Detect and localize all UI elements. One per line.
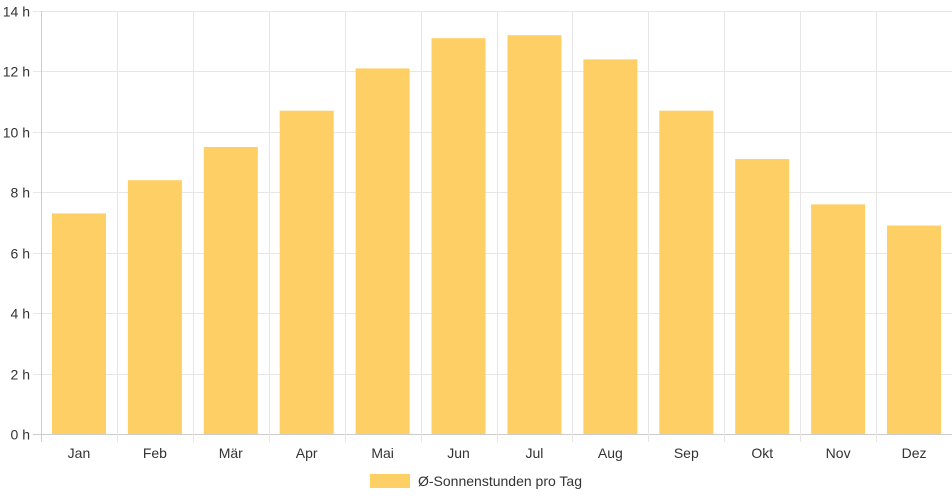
bar [203, 146, 258, 434]
bar [279, 110, 334, 434]
x-tick-label: Dez [902, 445, 927, 461]
y-tick-label: 8 h [11, 185, 30, 201]
bar [887, 225, 942, 434]
x-tick-label: Mai [371, 445, 394, 461]
bar [355, 68, 410, 435]
y-tick-label: 4 h [11, 306, 30, 322]
bar [811, 204, 866, 434]
bar [735, 159, 790, 435]
y-tick-label: 2 h [11, 367, 30, 383]
legend[interactable]: Ø-Sonnenstunden pro Tag [370, 473, 582, 489]
bar [51, 213, 106, 434]
axes: 0 h 2 h 4 h 6 h 8 h 10 h 12 h 14 h Jan Feb Mär Apr M… [3, 4, 927, 462]
x-tick-label: Sep [674, 445, 699, 461]
y-tick-label: 0 h [11, 427, 30, 443]
x-tick-label: Mär [219, 445, 243, 461]
bar [583, 59, 638, 434]
legend-swatch [370, 474, 410, 488]
x-tick-label: Nov [826, 445, 851, 461]
bar [507, 35, 562, 435]
y-tick-label: 10 h [3, 125, 30, 141]
y-tick-label: 12 h [3, 64, 30, 80]
x-tick-label: Jun [447, 445, 470, 461]
grid-lines [33, 11, 952, 442]
x-tick-label: Feb [143, 445, 167, 461]
x-tick-label: Aug [598, 445, 623, 461]
x-tick-label: Jan [68, 445, 91, 461]
y-tick-label: 14 h [3, 4, 30, 20]
bar [431, 38, 486, 434]
bar [659, 110, 714, 434]
bars [51, 35, 942, 435]
x-tick-label: Okt [751, 445, 773, 461]
x-tick-label: Jul [526, 445, 544, 461]
x-tick-label: Apr [296, 445, 318, 461]
legend-label: Ø-Sonnenstunden pro Tag [418, 473, 582, 489]
y-tick-label: 6 h [11, 246, 30, 262]
bar [127, 180, 182, 434]
